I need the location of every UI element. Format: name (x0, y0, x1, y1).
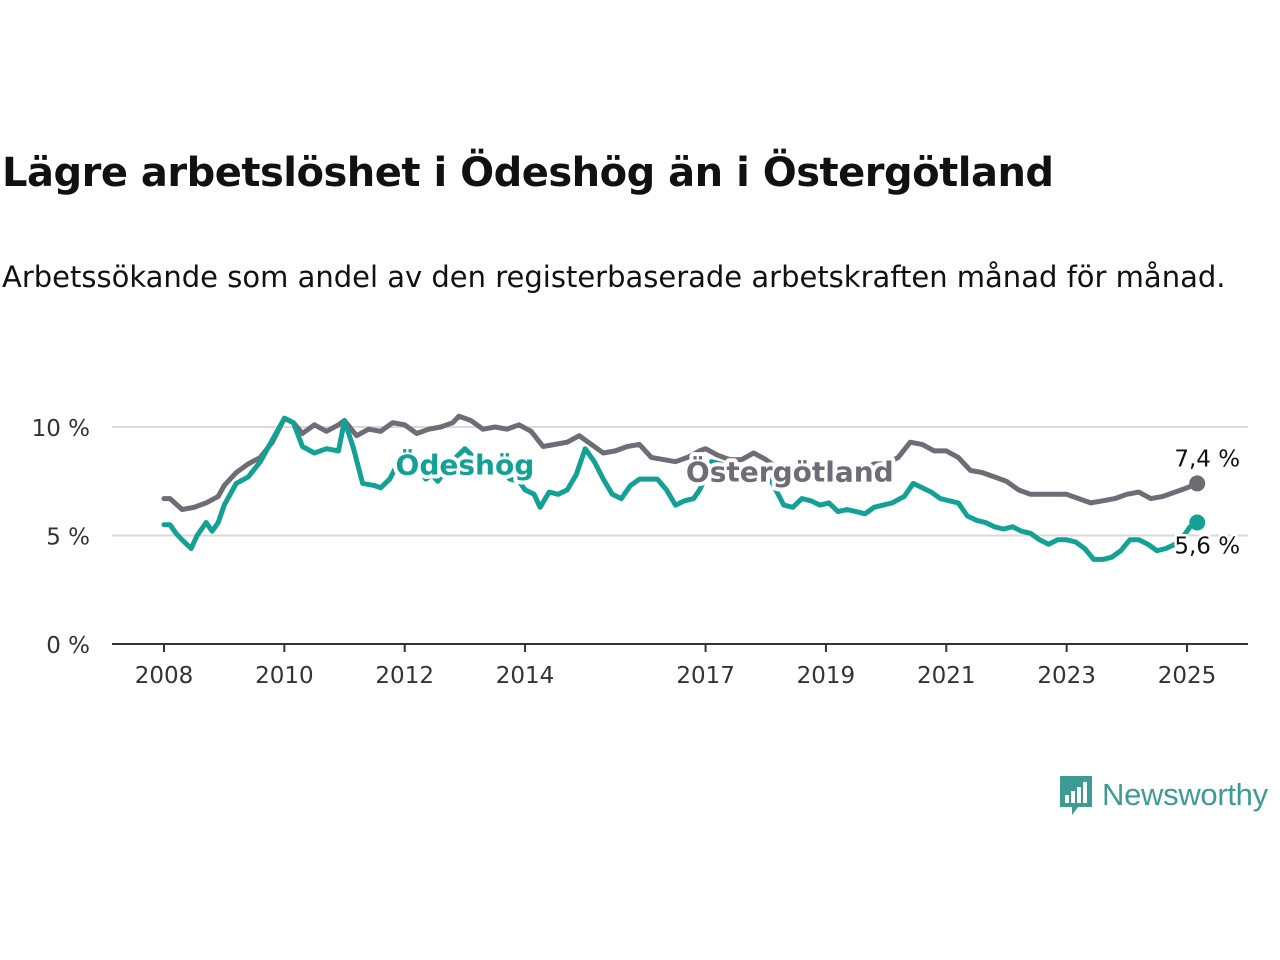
series-end-point (1189, 475, 1206, 492)
series-line-ostergotland (161, 413, 1200, 512)
y-tick-label: 5 % (46, 525, 90, 551)
y-tick-label: 10 % (32, 416, 90, 442)
x-tick-label: 2010 (255, 663, 314, 689)
x-tick-label: 2021 (917, 663, 976, 689)
x-tick-label: 2012 (375, 663, 434, 689)
newsworthy-logo[interactable]: Newsworthy (1058, 773, 1268, 817)
x-tick-label: 2019 (797, 663, 856, 689)
end-value-label: 7,4 % (1174, 446, 1240, 472)
chart-labels: 7,4 % 5,6 % Ödeshög Östergötland (392, 444, 1243, 562)
y-tick-label: 0 % (46, 633, 90, 659)
newsworthy-chart-icon (1060, 776, 1092, 815)
series-end-point (1189, 514, 1206, 531)
x-axis: 2008 2010 2012 2014 2017 2019 2021 2023 2025 (112, 643, 1248, 689)
brand-name: Newsworthy (1102, 777, 1268, 812)
series-annotation-label: Ödeshög (396, 448, 535, 482)
series-lines (161, 413, 1206, 562)
x-tick-label: 2025 (1158, 663, 1217, 689)
chart-subtitle: Arbetssökande som andel av den registerb… (2, 260, 1226, 294)
end-value-label: 5,6 % (1174, 533, 1240, 559)
grid-lines: 0 % 5 % 10 % (32, 416, 1248, 659)
chart-title: Lägre arbetslöshet i Ödeshög än i Österg… (2, 150, 1054, 196)
series-annotation-label: Östergötland (686, 454, 894, 488)
line-chart: 0 %5 %10 % 2008 2010 2012 2014 2017 2019 2021 2… (32, 413, 1248, 689)
x-tick-label: 2017 (676, 663, 735, 689)
x-tick-label: 2023 (1037, 663, 1096, 689)
series-line-odeshog (161, 415, 1200, 562)
x-tick-label: 2014 (496, 663, 555, 689)
x-tick-label: 2008 (135, 663, 194, 689)
